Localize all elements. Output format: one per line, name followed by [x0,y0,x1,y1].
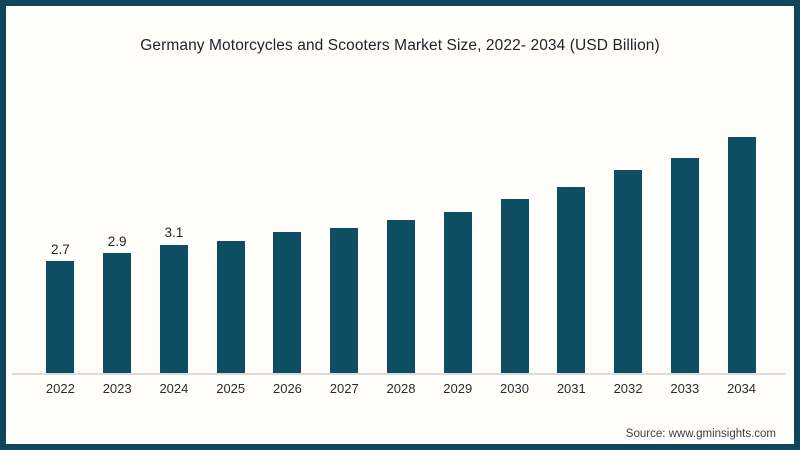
bar-2031 [557,186,586,373]
bar-column [316,100,373,373]
bar-2029 [443,211,472,373]
bar-column [600,100,657,373]
chart-title: Germany Motorcycles and Scooters Market … [140,37,660,54]
x-axis-label: 2028 [386,381,416,396]
bar-column [373,100,430,373]
bar-2023 [103,253,132,373]
bar-value-label: 2.7 [50,241,70,257]
x-axis-label: 2024 [159,381,189,396]
bar-2022 [46,261,75,373]
x-axis-label: 2023 [102,381,132,396]
bar-value-label: 2.9 [107,233,127,249]
bar-column: 3.1 [146,100,203,373]
bar-column [656,100,713,373]
x-axis-label: 2032 [613,381,643,396]
bar-column: 2.7 [32,100,89,373]
bar-2025 [216,240,245,373]
bar-column [259,100,316,373]
bar-2030 [500,199,529,373]
x-axis-label: 2033 [670,381,700,396]
x-axis-label: 2029 [443,381,473,396]
x-axis-label: 2034 [727,381,757,396]
x-axis-label: 2027 [329,381,359,396]
bars: 2.7 2.9 3.1 [32,100,770,373]
bar-2033 [670,157,699,373]
x-axis-label: 2030 [500,381,529,396]
x-axis-label: 2031 [556,381,586,396]
bar-column [202,100,259,373]
x-axis-labels: 2022 2023 2024 2025 2026 2027 2028 2029 2030 2031… [32,381,770,396]
source-attribution: Source: www.gminsights.com [625,428,776,440]
x-axis-label: 2025 [216,381,246,396]
bar-2034 [727,137,756,373]
bar-2032 [614,170,643,373]
x-axis-label: 2022 [45,381,75,396]
bar-2026 [273,232,302,373]
bar-2028 [386,220,415,373]
bar-column [429,100,486,373]
bar-column [486,100,543,373]
x-axis-line [12,373,786,375]
bar-column [543,100,600,373]
bar-column [713,100,770,373]
x-axis-label: 2026 [272,381,302,396]
bar-2024 [159,244,188,373]
bar-column: 2.9 [89,100,146,373]
bar-value-label: 3.1 [164,225,184,241]
bar-2027 [330,228,359,373]
